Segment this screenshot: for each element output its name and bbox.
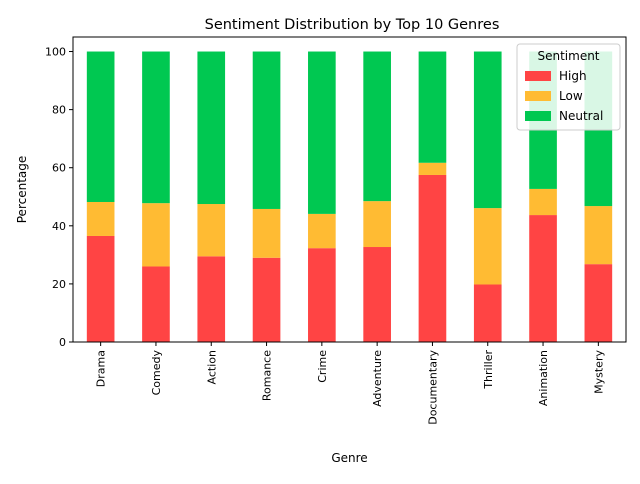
x-tick-label: Romance bbox=[261, 350, 274, 401]
bar-action-high bbox=[197, 256, 226, 342]
x-tick-label: Drama bbox=[95, 350, 108, 387]
bar-romance-neutral bbox=[252, 51, 281, 209]
y-tick-label: 20 bbox=[52, 278, 66, 291]
bar-comedy-low bbox=[142, 203, 170, 267]
bar-action-neutral bbox=[197, 51, 226, 205]
bar-adventure-high bbox=[363, 247, 391, 342]
legend-swatch-high bbox=[525, 71, 551, 81]
bar-documentary-high bbox=[418, 174, 447, 342]
x-tick-label: Crime bbox=[316, 350, 329, 383]
y-axis: 0 20 40 60 80 100 bbox=[45, 46, 73, 349]
x-tick-label: Documentary bbox=[426, 350, 439, 425]
bar-crime-neutral bbox=[308, 51, 336, 214]
plot-frame bbox=[72, 36, 627, 343]
bar-adventure-neutral bbox=[363, 51, 391, 202]
legend-swatch-low bbox=[525, 91, 551, 101]
bar-mystery-high bbox=[584, 264, 613, 342]
chart-title: Sentiment Distribution by Top 10 Genres bbox=[205, 17, 500, 33]
y-tick-label: 100 bbox=[45, 46, 66, 59]
bar-comedy-high bbox=[142, 266, 170, 342]
bar-animation-low bbox=[529, 188, 557, 216]
legend-title: Sentiment bbox=[537, 49, 599, 63]
bar-animation-high bbox=[529, 215, 557, 342]
bar-drama-neutral bbox=[86, 51, 115, 202]
bar-documentary-neutral bbox=[418, 51, 447, 163]
x-axis-label: Genre bbox=[331, 451, 367, 465]
x-tick-label: Mystery bbox=[592, 350, 605, 394]
y-axis-label: Percentage bbox=[15, 156, 29, 224]
legend-box bbox=[516, 43, 621, 131]
bar-thriller-neutral bbox=[473, 51, 502, 209]
bar-drama-high bbox=[86, 235, 115, 342]
bar-documentary-low bbox=[418, 162, 447, 175]
bar-thriller-high bbox=[473, 284, 502, 342]
y-tick-label: 60 bbox=[52, 162, 66, 175]
x-axis: Drama Comedy Action Romance Crime Adventure Do… bbox=[95, 342, 605, 425]
bar-mystery-low bbox=[584, 206, 613, 265]
y-tick-label: 80 bbox=[52, 104, 66, 117]
bar-drama-low bbox=[86, 201, 115, 236]
bar-crime-low bbox=[308, 213, 336, 249]
x-tick-label: Animation bbox=[537, 350, 550, 406]
legend-label-high: High bbox=[559, 69, 587, 83]
x-tick-label: Action bbox=[205, 350, 218, 384]
legend-label-low: Low bbox=[559, 89, 583, 103]
legend-swatch-neutral bbox=[525, 111, 551, 121]
bar-crime-high bbox=[308, 248, 336, 342]
bar-comedy-neutral bbox=[142, 51, 170, 204]
legend-label-neutral: Neutral bbox=[559, 109, 603, 123]
bar-thriller-low bbox=[473, 208, 502, 285]
x-tick-label: Thriller bbox=[482, 350, 495, 390]
bar-action-low bbox=[197, 204, 226, 257]
bar-adventure-low bbox=[363, 201, 391, 248]
bars-group bbox=[86, 51, 613, 342]
legend: Sentiment High Low Neutral bbox=[516, 43, 621, 131]
bar-romance-high bbox=[252, 257, 281, 342]
y-tick-label: 40 bbox=[52, 220, 66, 233]
bar-romance-low bbox=[252, 208, 281, 258]
x-tick-label: Adventure bbox=[371, 350, 384, 407]
x-tick-label: Comedy bbox=[150, 350, 163, 396]
y-tick-label: 0 bbox=[59, 336, 66, 349]
